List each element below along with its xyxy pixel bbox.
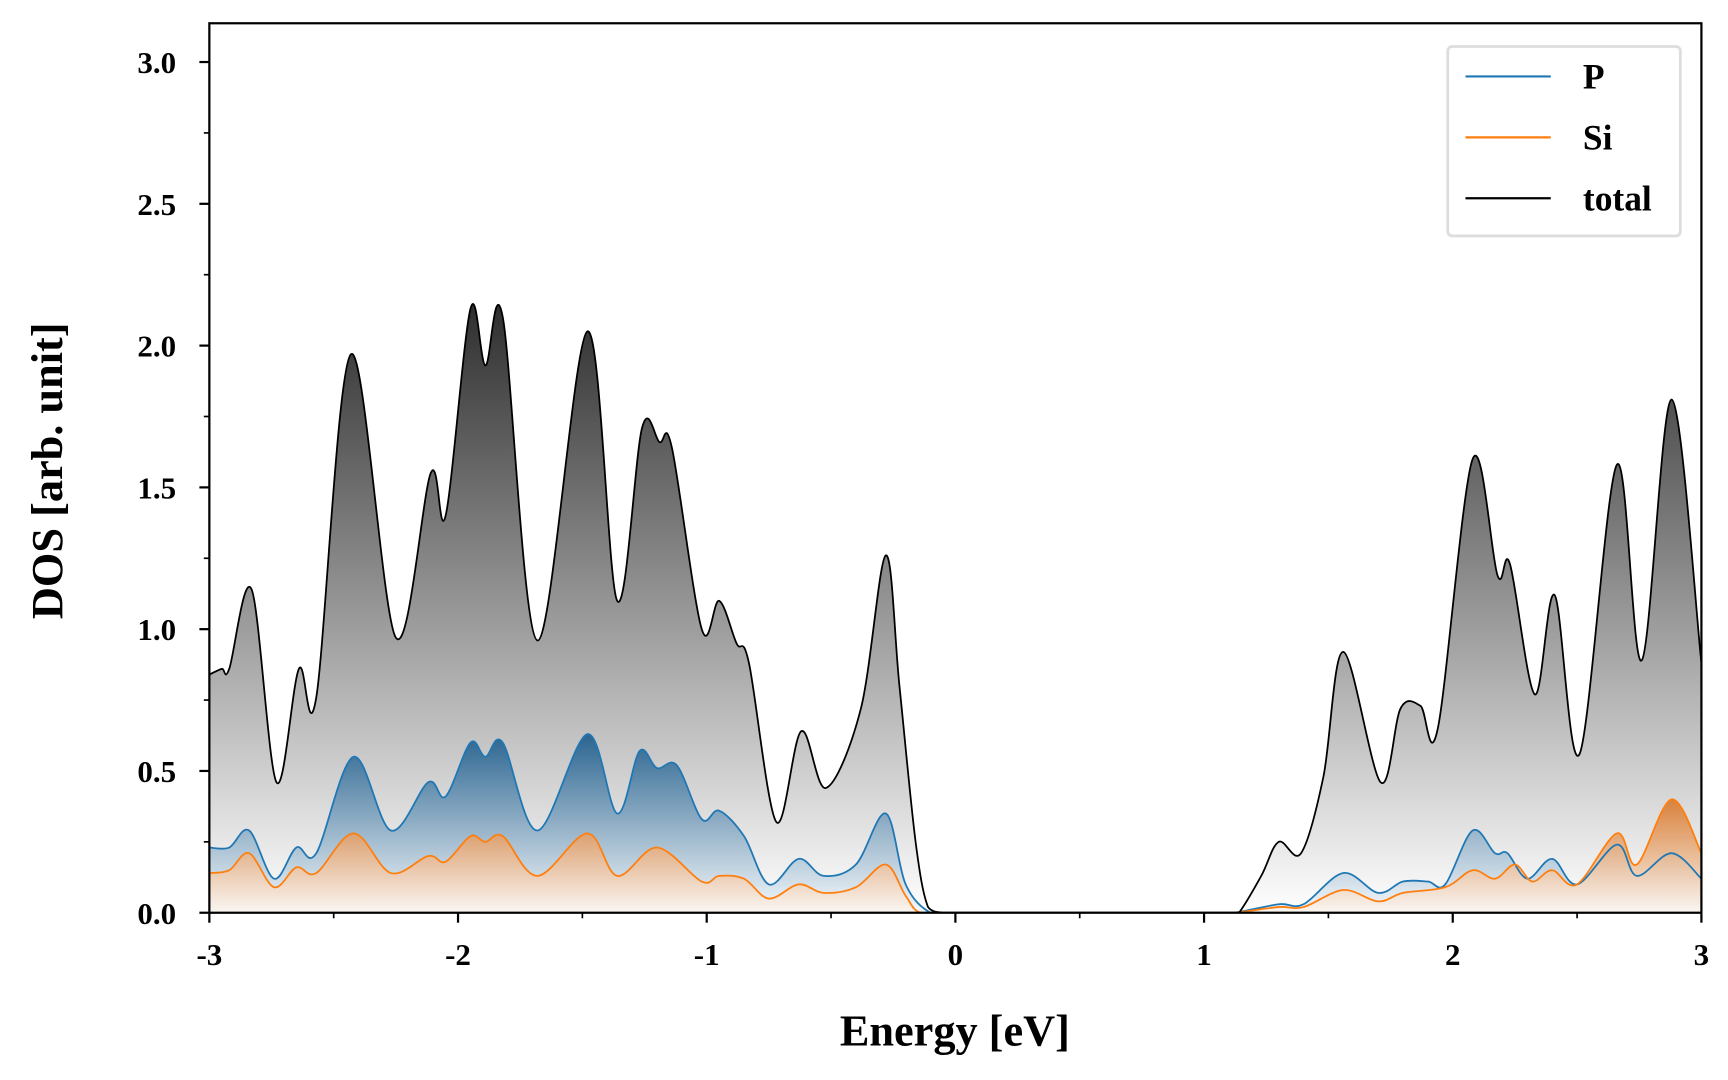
series-line-P	[209, 733, 1702, 913]
y-tick-label: 1.0	[137, 612, 176, 647]
legend-label-Si: Si	[1583, 118, 1613, 158]
x-tick-label: -3	[196, 937, 222, 972]
legend-frame	[1446, 45, 1682, 238]
x-tick-label: 3	[1694, 937, 1710, 972]
legend-label-total: total	[1583, 178, 1652, 218]
legend-label-P: P	[1583, 57, 1605, 97]
y-tick-label: 2.0	[137, 329, 176, 364]
series-line-total	[209, 303, 1702, 913]
y-tick-label: 0.5	[137, 754, 176, 789]
x-tick-label: -1	[694, 937, 720, 972]
y-tick-label: 0.0	[137, 896, 176, 931]
x-tick-label: 1	[1196, 937, 1212, 972]
y-tick-label: 2.5	[137, 187, 176, 222]
x-axis-label: Energy [eV]	[840, 1007, 1070, 1056]
legend: P Si total	[1446, 45, 1682, 238]
y-axis-label: DOS [arb. unit]	[23, 322, 72, 619]
area-fill-Si	[209, 799, 1702, 913]
series-line-Si	[209, 798, 1702, 913]
x-tick-label: 2	[1445, 937, 1461, 972]
x-tick-label: -2	[445, 937, 471, 972]
y-tick-label: 1.5	[137, 470, 176, 505]
x-tick-label: 0	[948, 937, 963, 972]
y-tick-label: 3.0	[137, 45, 176, 80]
